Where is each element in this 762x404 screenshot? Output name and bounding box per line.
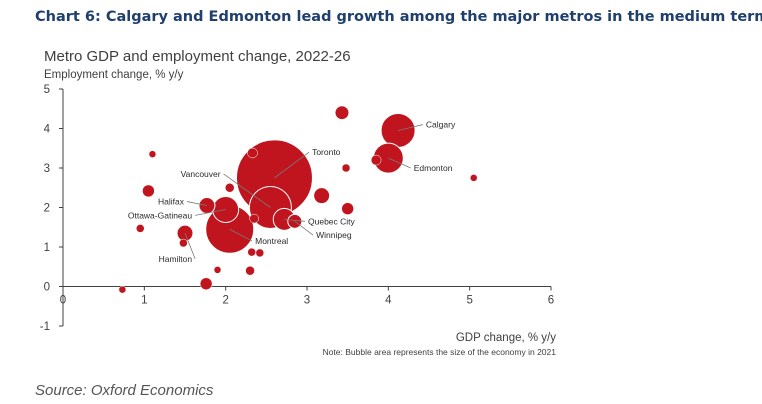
bubble [341, 202, 354, 215]
bubble [469, 174, 478, 182]
chart-header-title: Chart 6: Calgary and Edmonton lead growt… [35, 9, 762, 25]
bubble-label: Calgary [426, 120, 456, 130]
bubble [245, 265, 255, 276]
bubbles [118, 105, 478, 294]
bubble-label: Edmonton [414, 163, 453, 173]
bubble [249, 213, 259, 224]
x-tick-label: 3 [304, 295, 310, 307]
x-tick-label: 6 [548, 295, 554, 307]
bubble-label: Vancouver [181, 169, 221, 179]
bubble [247, 147, 258, 159]
bubble [213, 266, 222, 274]
y-axis-label: Employment change, % y/y [44, 69, 184, 81]
leader-line [274, 151, 310, 179]
bubble-label: Quebec City [308, 216, 356, 226]
bubble-label: Hamilton [159, 254, 193, 264]
bubble [142, 184, 155, 198]
y-tick-label: 3 [44, 163, 50, 175]
y-tick-label: 0 [44, 282, 50, 294]
leader-line [229, 228, 253, 242]
bubble [148, 150, 157, 158]
y-tick-label: -1 [40, 321, 50, 333]
bubble-label: Montreal [255, 236, 288, 246]
x-tick-label: 1 [141, 295, 147, 307]
bubble [313, 187, 331, 205]
leader-line [223, 173, 271, 208]
x-axis-label: GDP change, % y/y [456, 332, 556, 344]
bubble [118, 285, 127, 294]
bubble [199, 277, 213, 290]
leader-line [186, 201, 208, 206]
y-tick-label: 5 [44, 84, 50, 96]
bubble-labels: Toronto Montreal Vancouver Calgary Edmonton Q… [128, 120, 456, 264]
leader-line [388, 157, 411, 169]
chart-note: Note: Bubble area represents the size of… [323, 347, 557, 357]
bubble [179, 238, 188, 248]
chart-title: Metro GDP and employment change, 2022-26 [44, 48, 351, 65]
bubble [341, 163, 351, 173]
bubble [255, 248, 265, 258]
bubble-label: Toronto [312, 147, 341, 157]
source-note: Source: Oxford Economics [35, 382, 214, 399]
x-tick-label: 2 [222, 295, 228, 307]
x-tick-label: 5 [466, 295, 472, 307]
leader-line [398, 124, 424, 131]
y-tick-label: 4 [44, 124, 51, 136]
bubble-label: Winnipeg [316, 230, 352, 240]
bubble [247, 247, 256, 257]
leader-line [195, 209, 226, 216]
leader-line [284, 218, 306, 222]
bubble-label: Ottawa-Gatineau [128, 210, 193, 220]
bubble-label: Halifax [158, 197, 185, 207]
y-tick-label: 2 [44, 203, 50, 215]
leader-line [294, 221, 314, 236]
bubble [136, 224, 145, 233]
leader-line [184, 233, 196, 259]
bubble [224, 183, 235, 193]
bubble [370, 154, 382, 166]
axes: -1 0 1 2 3 4 5 0 1 2 3 4 5 6 [40, 84, 554, 333]
x-tick-label: 4 [385, 295, 392, 307]
x-tick-label: 0 [60, 295, 66, 307]
y-tick-label: 1 [44, 242, 50, 254]
bubble [334, 105, 350, 121]
